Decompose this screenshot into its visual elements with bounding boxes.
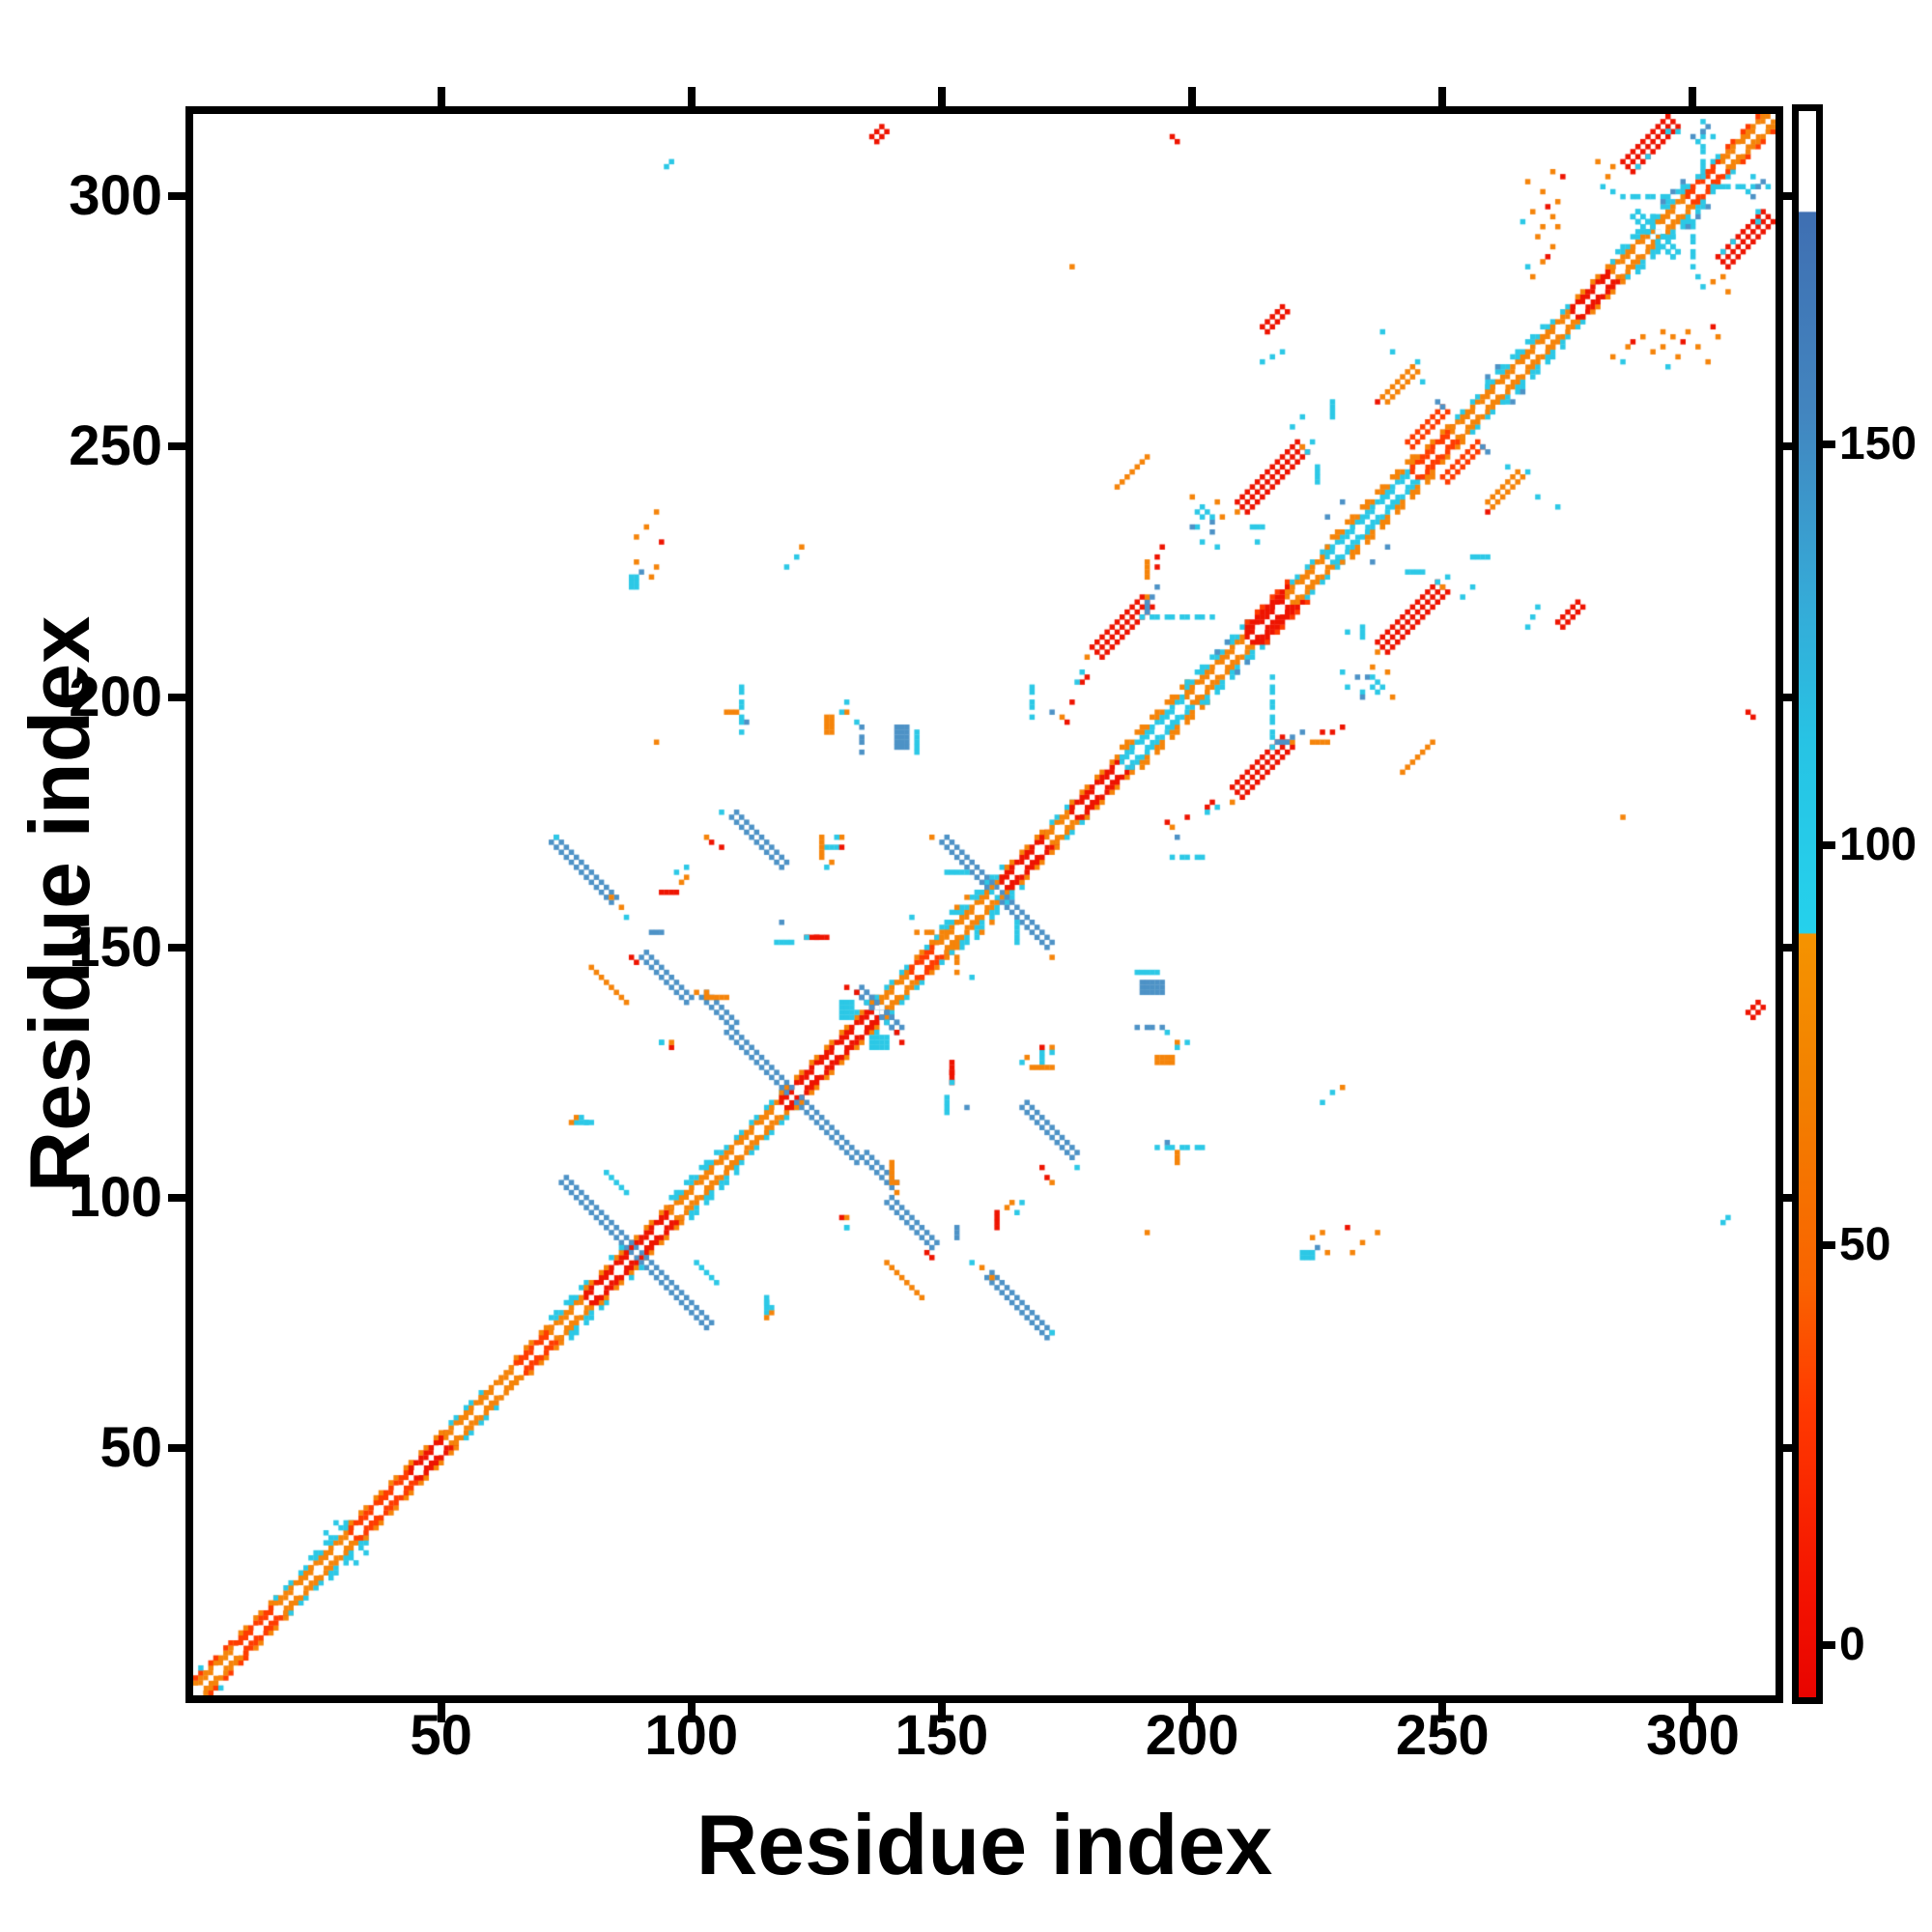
- colorbar: [1792, 104, 1823, 1704]
- x-tick-label: 300: [1646, 1704, 1740, 1767]
- x-axis-title: Residue index: [696, 1797, 1273, 1892]
- x-tick-top: [437, 87, 445, 106]
- colorbar-tick-label: 0: [1839, 1619, 1865, 1671]
- y-tick-label: 50: [99, 1415, 162, 1479]
- y-tick-right: [1783, 1193, 1796, 1202]
- y-tick: [168, 1443, 185, 1452]
- x-tick-label: 250: [1395, 1704, 1490, 1767]
- colorbar-tick: [1823, 1240, 1835, 1249]
- x-tick-label: 50: [410, 1704, 472, 1767]
- y-tick-label: 200: [69, 665, 162, 728]
- colorbar-tick-label: 50: [1839, 1218, 1891, 1270]
- y-tick-label: 300: [69, 164, 162, 228]
- y-tick: [168, 192, 185, 201]
- y-axis-title: Residue index: [12, 615, 107, 1193]
- y-tick-right: [1783, 442, 1796, 451]
- x-tick: [437, 1703, 445, 1722]
- colorbar-tick: [1823, 840, 1835, 849]
- x-tick-top: [1438, 87, 1447, 106]
- x-tick: [1438, 1703, 1447, 1722]
- y-tick-right: [1783, 693, 1796, 701]
- y-tick-label: 150: [69, 915, 162, 979]
- x-tick-top: [687, 87, 696, 106]
- contact-map-canvas: [193, 114, 1776, 1695]
- x-tick-top: [1188, 87, 1197, 106]
- y-tick-right: [1783, 192, 1796, 201]
- y-tick: [168, 943, 185, 952]
- y-tick-label: 100: [69, 1165, 162, 1229]
- x-tick: [687, 1703, 696, 1722]
- x-tick-top: [1689, 87, 1697, 106]
- x-tick: [1188, 1703, 1197, 1722]
- y-tick-label: 250: [69, 414, 162, 478]
- x-tick-top: [937, 87, 946, 106]
- x-tick-label: 200: [1145, 1704, 1239, 1767]
- colorbar-tick: [1823, 1641, 1835, 1650]
- x-tick-label: 150: [895, 1704, 989, 1767]
- y-tick: [168, 693, 185, 701]
- x-tick: [937, 1703, 946, 1722]
- x-tick: [1689, 1703, 1697, 1722]
- y-tick: [168, 1193, 185, 1202]
- y-tick-right: [1783, 943, 1796, 952]
- x-tick-label: 100: [644, 1704, 739, 1767]
- colorbar-tick-label: 100: [1839, 818, 1918, 870]
- colorbar-tick-label: 150: [1839, 418, 1918, 470]
- y-tick: [168, 442, 185, 451]
- colorbar-tick: [1823, 440, 1835, 449]
- y-tick-right: [1783, 1443, 1796, 1452]
